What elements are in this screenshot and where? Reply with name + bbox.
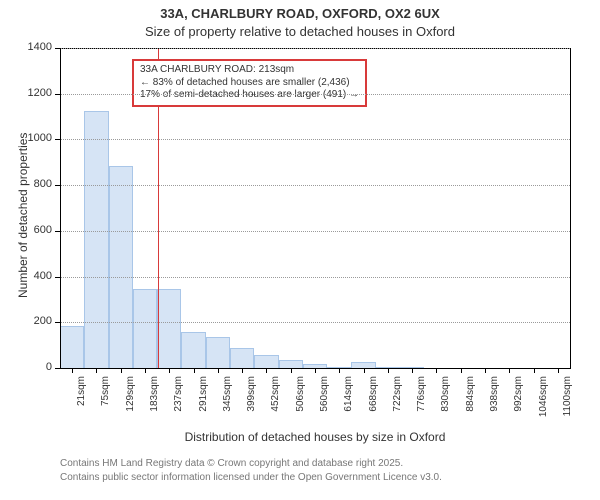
x-tick-label: 237sqm bbox=[173, 376, 184, 426]
y-gridline bbox=[60, 48, 570, 50]
y-tick-label: 1400 bbox=[0, 41, 52, 53]
x-tick-label: 722sqm bbox=[392, 376, 403, 426]
histogram-bar bbox=[181, 332, 205, 369]
annotation-line-1: 33A CHARLBURY ROAD: 213sqm bbox=[140, 64, 359, 77]
histogram-bar bbox=[157, 289, 181, 369]
x-tick-label: 776sqm bbox=[416, 376, 427, 426]
attribution-line-2: Contains public sector information licen… bbox=[60, 472, 442, 483]
x-axis-label: Distribution of detached houses by size … bbox=[60, 430, 570, 444]
chart-title-sub: Size of property relative to detached ho… bbox=[0, 24, 600, 39]
x-tick-label: 452sqm bbox=[270, 376, 281, 426]
histogram-bar bbox=[109, 166, 133, 369]
annotation-line-2: ← 83% of detached houses are smaller (2,… bbox=[140, 77, 359, 90]
plot-area: 33A CHARLBURY ROAD: 213sqm ← 83% of deta… bbox=[60, 48, 571, 369]
histogram-bar bbox=[133, 289, 157, 369]
x-tick-label: 668sqm bbox=[368, 376, 379, 426]
x-tick-label: 1100sqm bbox=[562, 376, 573, 426]
y-tick-label: 0 bbox=[0, 361, 52, 373]
x-tick-label: 75sqm bbox=[100, 376, 111, 426]
y-gridline bbox=[60, 139, 570, 141]
y-gridline bbox=[60, 185, 570, 187]
histogram-bar bbox=[254, 355, 278, 369]
x-tick-label: 830sqm bbox=[440, 376, 451, 426]
y-tick-label: 1200 bbox=[0, 87, 52, 99]
y-gridline bbox=[60, 277, 570, 279]
annotation-box: 33A CHARLBURY ROAD: 213sqm ← 83% of deta… bbox=[132, 59, 367, 107]
x-tick-label: 129sqm bbox=[125, 376, 136, 426]
histogram-bar bbox=[230, 348, 254, 369]
x-tick-label: 992sqm bbox=[513, 376, 524, 426]
x-axis-line bbox=[60, 368, 570, 369]
x-tick-label: 884sqm bbox=[465, 376, 476, 426]
histogram-bar bbox=[84, 111, 108, 369]
y-axis-label: Number of detached properties bbox=[16, 133, 30, 298]
y-axis-line bbox=[60, 48, 61, 368]
x-tick-label: 560sqm bbox=[319, 376, 330, 426]
histogram-bar bbox=[206, 337, 230, 369]
x-tick-label: 938sqm bbox=[489, 376, 500, 426]
x-tick-label: 345sqm bbox=[222, 376, 233, 426]
x-tick-label: 614sqm bbox=[343, 376, 354, 426]
x-tick-label: 21sqm bbox=[76, 376, 87, 426]
x-tick-label: 399sqm bbox=[246, 376, 257, 426]
y-gridline bbox=[60, 231, 570, 233]
x-tick-label: 1046sqm bbox=[538, 376, 549, 426]
chart-title-main: 33A, CHARLBURY ROAD, OXFORD, OX2 6UX bbox=[0, 6, 600, 21]
chart-root: 33A, CHARLBURY ROAD, OXFORD, OX2 6UX Siz… bbox=[0, 0, 600, 500]
x-tick-label: 506sqm bbox=[295, 376, 306, 426]
y-tick-label: 200 bbox=[0, 315, 52, 327]
y-gridline bbox=[60, 322, 570, 324]
histogram-bar bbox=[60, 326, 84, 369]
x-tick-label: 291sqm bbox=[198, 376, 209, 426]
x-tick-label: 183sqm bbox=[149, 376, 160, 426]
attribution-line-1: Contains HM Land Registry data © Crown c… bbox=[60, 458, 403, 469]
y-gridline bbox=[60, 94, 570, 96]
